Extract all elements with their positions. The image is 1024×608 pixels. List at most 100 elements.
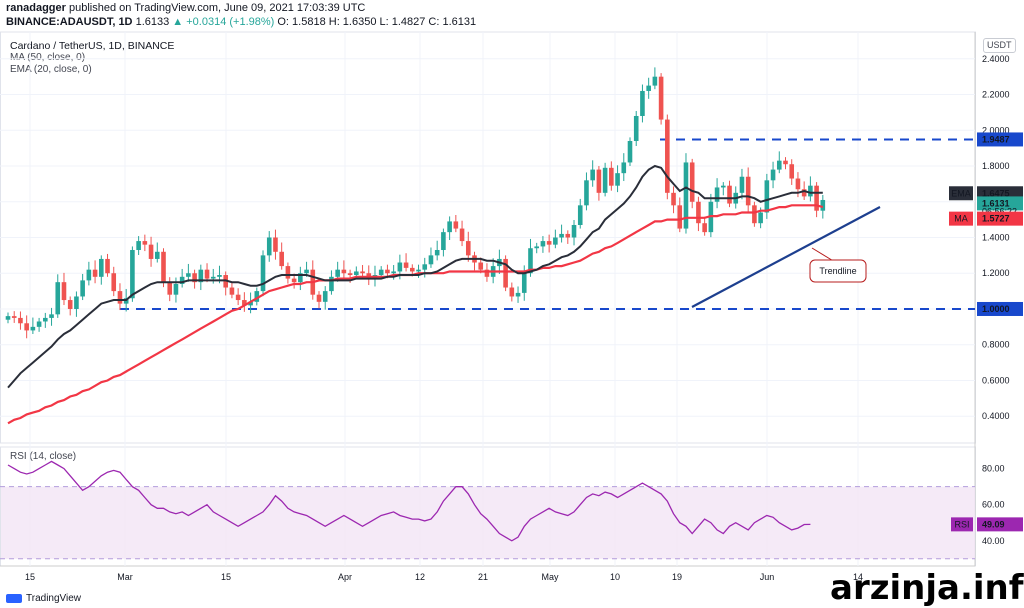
price-tick-label: 0.4000 xyxy=(982,411,1010,421)
candle-body xyxy=(61,282,67,301)
candle-body xyxy=(764,180,770,213)
candle-body xyxy=(354,271,359,276)
candle-body xyxy=(696,201,701,224)
candle-body xyxy=(391,271,396,274)
candle-body xyxy=(795,178,801,190)
candle-body xyxy=(633,115,639,142)
candle-body xyxy=(248,301,253,306)
candle-body xyxy=(484,269,490,277)
candle-body xyxy=(770,169,776,181)
currency-box[interactable]: USDT xyxy=(983,38,1016,53)
candle-body xyxy=(285,266,291,279)
candle-body xyxy=(298,273,303,283)
candle-body xyxy=(74,296,79,309)
candle-body xyxy=(546,241,552,245)
support-price-tag-bg xyxy=(977,301,1023,316)
candle-body xyxy=(814,185,819,211)
candle-body xyxy=(99,258,104,277)
time-tick-label: May xyxy=(541,572,559,582)
candle-body xyxy=(565,233,571,238)
candle-body xyxy=(702,223,707,233)
candle-body xyxy=(117,291,123,304)
candle-body xyxy=(105,258,110,274)
candle-body xyxy=(665,119,670,193)
rsi-value-tag: 49.09 xyxy=(982,519,1005,529)
ma-price-tag-bg xyxy=(977,211,1023,226)
candle-body xyxy=(590,169,595,181)
candle-body xyxy=(503,258,508,288)
candle-body xyxy=(602,167,608,193)
time-tick-label: Jun xyxy=(760,572,775,582)
time-tick-label: 14 xyxy=(853,572,863,582)
candle-body xyxy=(179,276,185,284)
publish-info: published on TradingView.com, June 09, 2… xyxy=(68,2,366,14)
rsi-label-tag: RSI xyxy=(954,519,969,529)
rsi-value-tag-bg xyxy=(977,517,1023,532)
ma-price-tag-label: MA xyxy=(954,214,968,224)
candle-body xyxy=(515,292,521,297)
countdown-label: 06:56:22 xyxy=(982,206,1017,216)
candle-body xyxy=(198,269,204,283)
candle-body xyxy=(584,180,589,206)
rsi-line xyxy=(7,460,811,542)
ma-price-tag-label-bg xyxy=(949,211,973,226)
tradingview-logo[interactable]: TradingView xyxy=(6,593,81,604)
rsi-label-tag-bg xyxy=(951,517,973,532)
candle-body xyxy=(534,246,539,249)
legend-ma[interactable]: MA (50, close, 0) xyxy=(10,52,86,63)
candle-body xyxy=(378,269,384,276)
candle-body xyxy=(721,185,726,188)
time-tick-label: 21 xyxy=(478,572,488,582)
candle-body xyxy=(397,262,403,272)
rsi-band xyxy=(1,486,975,559)
rsi-legend[interactable]: RSI (14, close) xyxy=(10,451,77,462)
candle-body xyxy=(465,241,471,256)
candle-body xyxy=(776,160,782,170)
legend-ema[interactable]: EMA (20, close, 0) xyxy=(10,64,92,75)
candle-body xyxy=(403,262,409,268)
candle-body xyxy=(509,287,515,297)
last-price-tag: 1.6131 xyxy=(982,198,1010,208)
candle-body xyxy=(111,273,117,292)
ma-price-tag: 1.5727 xyxy=(982,214,1010,224)
candle-body xyxy=(677,205,683,229)
candle-body xyxy=(571,224,577,238)
candle-body xyxy=(447,221,452,233)
candle-body xyxy=(260,255,266,292)
candle-body xyxy=(186,273,191,277)
candle-body xyxy=(683,162,689,229)
candle-body xyxy=(49,314,54,318)
candle-body xyxy=(627,141,633,163)
candle-body xyxy=(422,264,428,270)
candle-body xyxy=(142,241,148,245)
price-tick-label: 1.8000 xyxy=(982,161,1010,171)
price-tick-label: 1.2000 xyxy=(982,268,1010,278)
candle-body xyxy=(217,275,222,277)
candle-body xyxy=(559,233,564,238)
candle-body xyxy=(521,273,527,293)
last-price-tag-bg xyxy=(977,196,1023,211)
candle-body xyxy=(304,269,309,274)
candle-body xyxy=(540,241,546,247)
last-price: 1.6133 xyxy=(135,16,170,28)
trendline xyxy=(691,206,881,308)
price-tick-label: 0.6000 xyxy=(982,375,1010,385)
candle-body xyxy=(789,164,795,179)
author-name[interactable]: ranadagger xyxy=(6,2,66,14)
time-tick-label: Apr xyxy=(338,572,352,582)
candle-body xyxy=(173,283,179,295)
candle-body xyxy=(67,300,73,309)
resistance-price-tag: 1.9487 xyxy=(982,134,1010,144)
candle-body xyxy=(210,276,216,279)
publish-header: ranadagger published on TradingView.com,… xyxy=(6,1,476,29)
candle-body xyxy=(279,251,284,267)
candle-body xyxy=(689,162,695,202)
candle-body xyxy=(55,282,61,315)
candle-body xyxy=(609,167,614,186)
candle-body xyxy=(621,162,627,174)
candle-body xyxy=(329,276,334,292)
legend-title: Cardano / TetherUS, 1D, BINANCE xyxy=(10,40,175,52)
candle-body xyxy=(24,323,29,331)
ema20-line xyxy=(7,164,823,389)
